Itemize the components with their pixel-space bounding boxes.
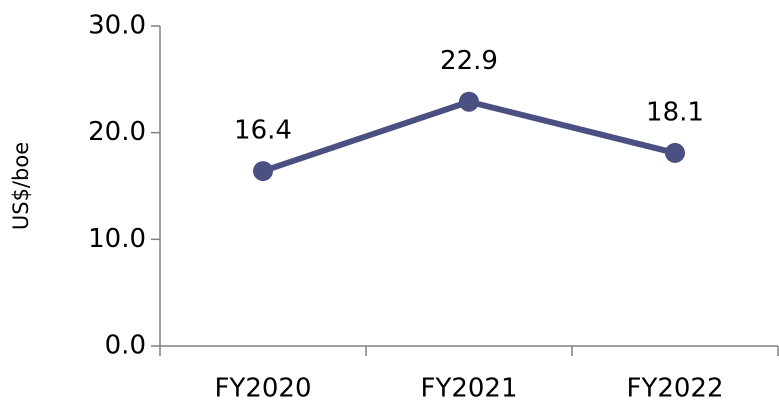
x-tick-label: FY2022 [626,374,723,404]
y-tick-label: 30.0 [88,11,146,41]
x-tick-label: FY2020 [214,374,311,404]
x-tick-label: FY2021 [420,374,517,404]
y-tick-label: 20.0 [88,117,146,147]
marker [253,161,273,182]
marker [459,91,479,112]
marker [665,142,685,163]
data-label: 18.1 [646,97,704,127]
line [262,98,676,174]
y-tick-label: 10.0 [88,224,146,254]
data-label: 16.4 [234,116,292,146]
data-label: 22.9 [440,46,498,76]
y-tick-label: 0.0 [105,331,146,361]
y-axis-label: US$/boe [9,142,33,230]
